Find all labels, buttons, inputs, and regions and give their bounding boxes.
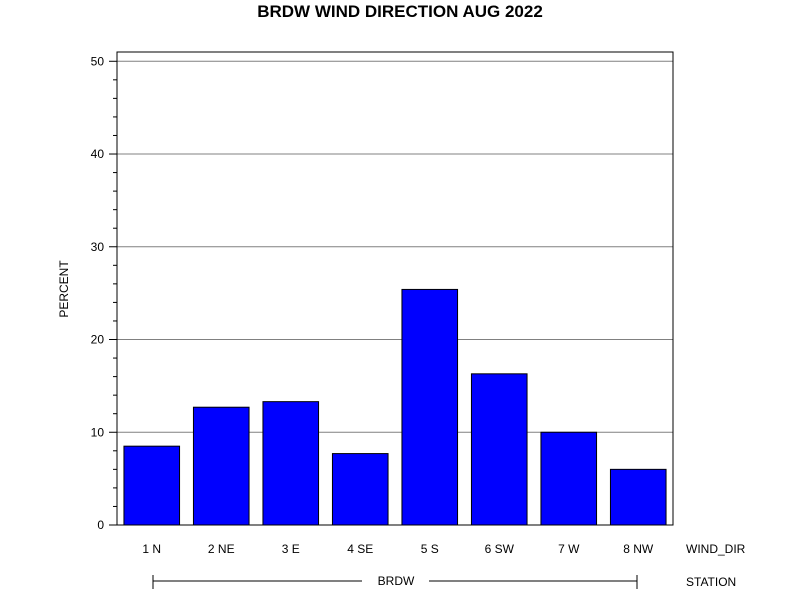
bar-6-sw — [470, 373, 528, 526]
y-tick-label: 50 — [91, 54, 105, 68]
y-axis-label: PERCENT — [57, 260, 71, 318]
y-tick-label: 30 — [91, 240, 105, 254]
y-tick-label: 40 — [91, 147, 105, 161]
bar-3-e — [262, 401, 320, 526]
station-group-label: STATION — [686, 575, 736, 589]
x-tick-label: 6 SW — [485, 542, 515, 556]
x-tick-label: 4 SE — [347, 542, 373, 556]
x-tick-label: 8 NW — [623, 542, 654, 556]
bars — [123, 288, 667, 526]
bar-1-n — [123, 445, 181, 526]
plot-frame — [116, 51, 674, 526]
station-group-value: BRDW — [378, 574, 415, 588]
y-tick-label: 10 — [91, 425, 105, 439]
x-tick-label: 7 W — [558, 542, 580, 556]
gridlines — [117, 60, 673, 433]
x-tick-label: 2 NE — [208, 542, 235, 556]
bar-2-ne — [192, 406, 250, 526]
bar-7-w — [540, 431, 598, 526]
bar-5-s — [401, 288, 459, 526]
y-tick-label: 0 — [97, 518, 104, 532]
bar-8-nw — [609, 468, 667, 526]
x-axis-label: WIND_DIR — [686, 542, 746, 556]
bar-4-se — [331, 453, 389, 526]
x-tick-label: 5 S — [421, 542, 439, 556]
x-axis-tick-labels: 1 N 2 NE 3 E 4 SE 5 S 6 SW 7 W 8 NW — [142, 542, 654, 556]
x-tick-label: 1 N — [142, 542, 161, 556]
x-tick-label: 3 E — [282, 542, 300, 556]
y-tick-label: 20 — [91, 333, 105, 347]
chart-title: BRDW WIND DIRECTION AUG 2022 — [257, 2, 543, 21]
y-axis-ticks: 0 10 20 30 40 50 — [91, 54, 117, 532]
